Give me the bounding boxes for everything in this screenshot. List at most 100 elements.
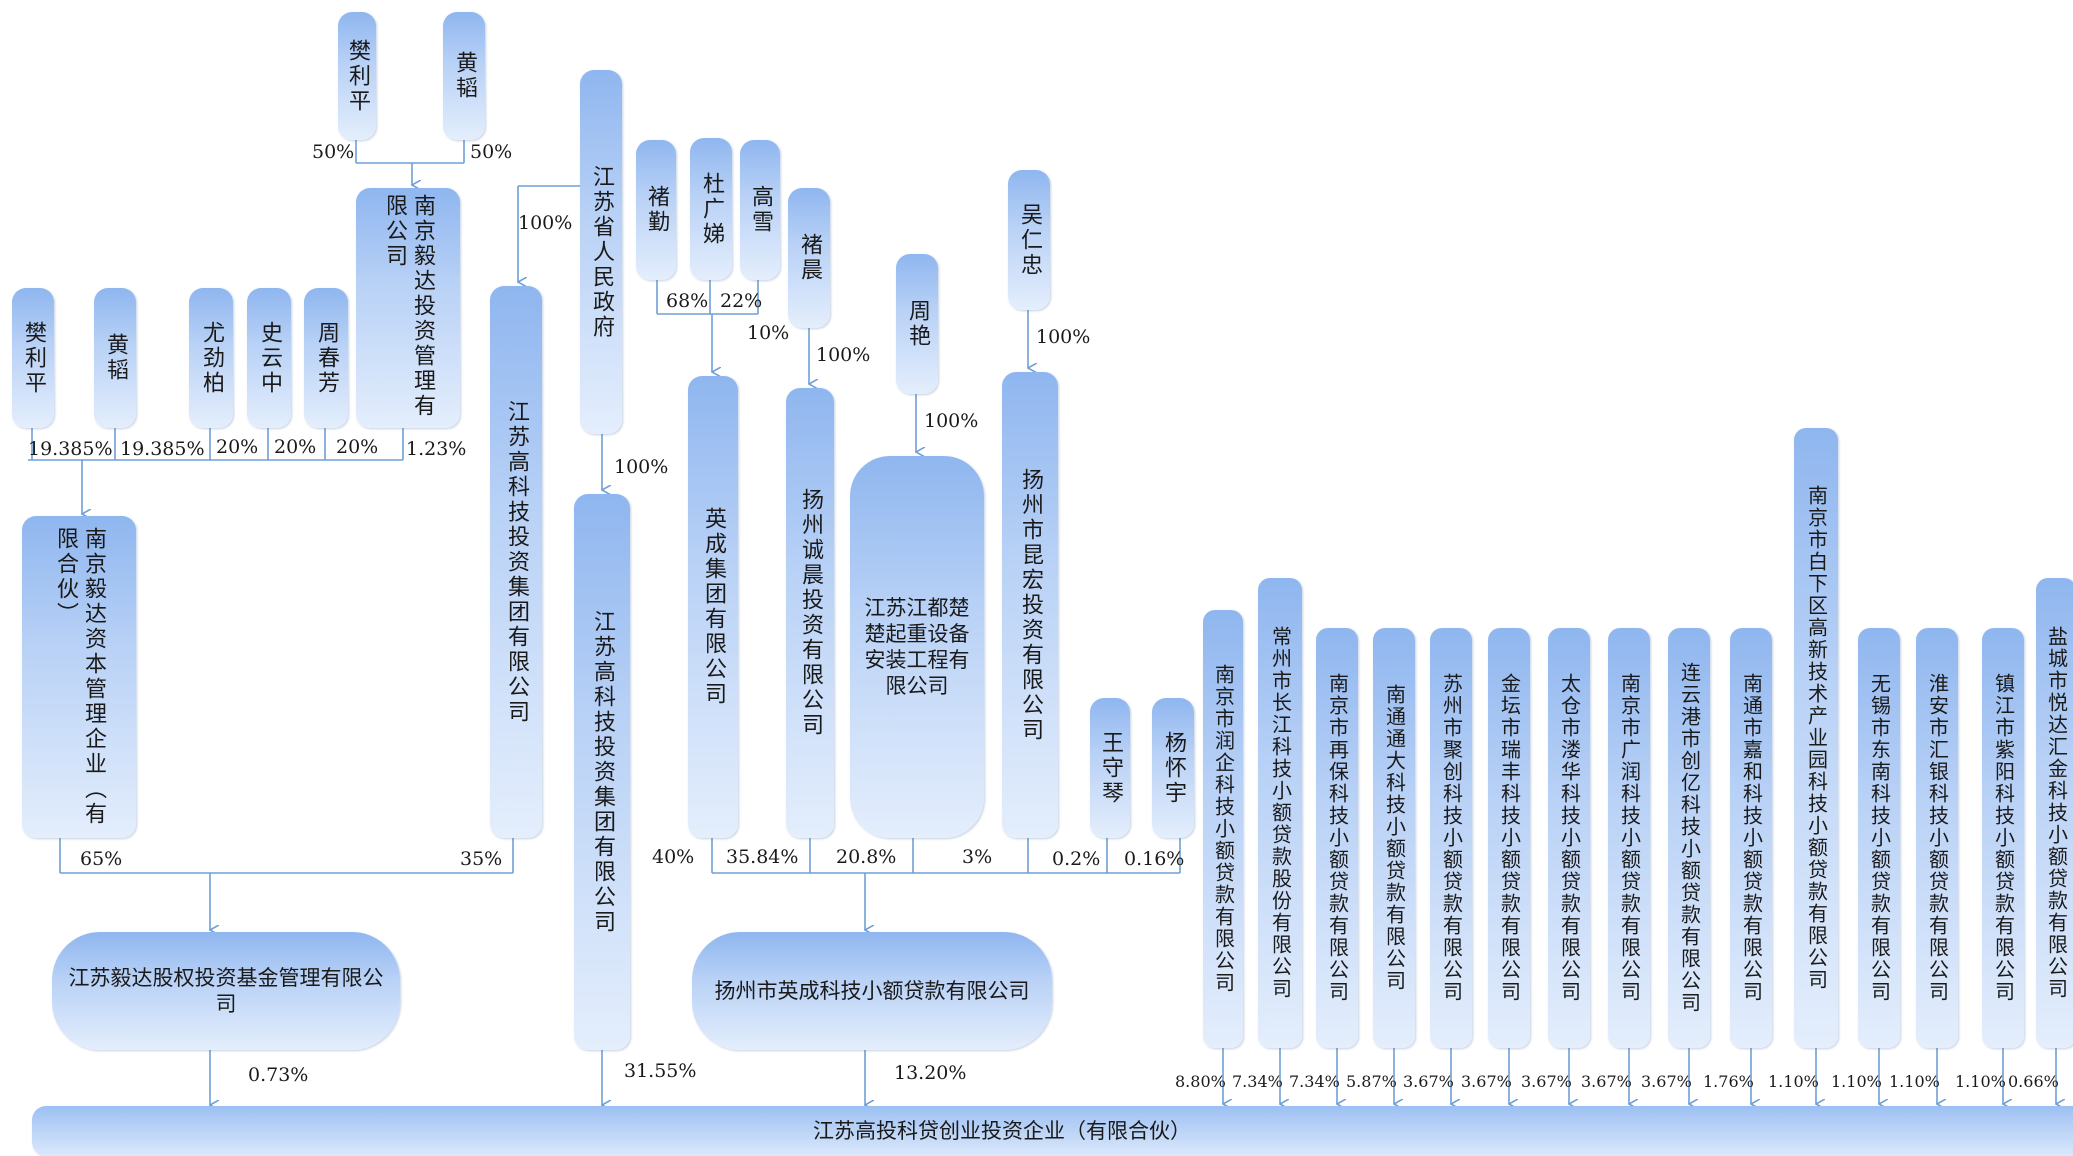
pct-label: 7.34%	[1232, 1072, 1283, 1091]
pct-label: 0.73%	[248, 1064, 309, 1086]
pct-label: 19.385%	[120, 438, 205, 460]
node-label: 苏州市聚创科技小额贷款有限公司	[1439, 673, 1464, 1003]
node-label: 江苏省人民政府	[589, 164, 614, 340]
shareholder-chu-qin: 褚勤	[636, 140, 676, 280]
company-yida-capital-mgmt: 南京毅达资本管理企业（有限合伙）	[22, 516, 136, 838]
lender-07: 太仓市溇华科技小额贷款有限公司	[1548, 628, 1590, 1048]
node-label: 褚勤	[644, 185, 669, 235]
node-label: 江苏高投科贷创业投资企业（有限合伙）	[813, 1119, 1191, 1143]
pct-label: 20%	[216, 436, 259, 458]
node-label: 樊利平	[21, 320, 46, 396]
pct-label: 3.67%	[1403, 1072, 1454, 1091]
lender-10: 南通市嘉和科技小额贷款有限公司	[1730, 628, 1772, 1048]
pct-label: 1.10%	[1889, 1072, 1940, 1091]
shareholder-wu-renzhong: 吴仁忠	[1008, 170, 1050, 310]
node-label: 樊利平	[345, 38, 370, 114]
lender-02: 常州市长江科技小额贷款股份有限公司	[1258, 578, 1302, 1048]
node-label: 杜广娣	[699, 171, 724, 247]
node-label: 吴仁忠	[1017, 202, 1042, 278]
node-label: 南通通大科技小额贷款有限公司	[1382, 684, 1407, 992]
node-label: 尤劲柏	[199, 320, 224, 396]
node-label: 南京市广润科技小额贷款有限公司	[1617, 673, 1642, 1003]
shareholder-wang-shouqin: 王守琴	[1090, 698, 1130, 838]
pct-label: 40%	[652, 846, 695, 868]
pct-label: 31.55%	[624, 1060, 697, 1082]
company-yangzhou-kunhong: 扬州市昆宏投资有限公司	[1002, 372, 1058, 838]
node-label: 江苏江都楚楚起重设备安装工程有限公司	[864, 596, 970, 698]
lender-09: 连云港市创亿科技小额贷款有限公司	[1668, 628, 1710, 1048]
company-yida-invest-mgmt: 南京毅达投资管理有限公司	[356, 188, 460, 428]
pct-label: 19.385%	[28, 438, 113, 460]
shareholder-gao-xue: 高雪	[740, 140, 780, 280]
pct-label: 50%	[470, 141, 513, 163]
pct-label: 100%	[614, 456, 669, 478]
pct-label: 3.67%	[1521, 1072, 1572, 1091]
pct-label: 0.16%	[1124, 848, 1185, 870]
lender-08: 南京市广润科技小额贷款有限公司	[1608, 628, 1650, 1048]
pct-label: 20%	[274, 436, 317, 458]
shareholder-fan-liping: 樊利平	[12, 288, 54, 428]
lender-15: 盐城市悦达汇金科技小额贷款有限公司	[2036, 578, 2073, 1048]
pct-label: 1.76%	[1703, 1072, 1754, 1091]
pct-label: 35%	[460, 848, 503, 870]
shareholder-chu-chen: 褚晨	[788, 188, 830, 328]
node-label: 南京毅达投资管理有限公司	[382, 194, 435, 419]
lender-06: 金坛市瑞丰科技小额贷款有限公司	[1488, 628, 1530, 1048]
lender-11: 南京市白下区高新技术产业园科技小额贷款有限公司	[1794, 428, 1838, 1048]
shareholder-zhou-chunfang: 周春芳	[304, 288, 348, 428]
node-label: 淮安市汇银科技小额贷款有限公司	[1925, 673, 1950, 1003]
pct-label: 22%	[720, 290, 763, 312]
shareholder-yang-huaiyu: 杨怀宇	[1152, 698, 1194, 838]
company-yangzhou-chengchen: 扬州诚晨投资有限公司	[786, 388, 834, 838]
pct-label: 1.10%	[1955, 1072, 2006, 1091]
pct-label: 7.34%	[1289, 1072, 1340, 1091]
pct-label: 100%	[1036, 326, 1091, 348]
node-label: 连云港市创亿科技小额贷款有限公司	[1677, 662, 1702, 1014]
pct-label: 50%	[312, 141, 355, 163]
node-label: 南京毅达资本管理企业（有限合伙）	[53, 527, 106, 827]
pct-label: 100%	[816, 344, 871, 366]
pct-label: 8.80%	[1175, 1072, 1226, 1091]
node-label: 王守琴	[1098, 730, 1123, 806]
node-label: 南京市再保科技小额贷款有限公司	[1325, 673, 1350, 1003]
node-label: 太仓市溇华科技小额贷款有限公司	[1557, 673, 1582, 1003]
node-label: 杨怀宇	[1161, 730, 1186, 806]
lender-01: 南京市润企科技小额贷款有限公司	[1203, 610, 1243, 1048]
node-label: 周艳	[905, 299, 930, 349]
pct-label: 0.66%	[2008, 1072, 2059, 1091]
pct-label: 1.10%	[1768, 1072, 1819, 1091]
shareholder-huang-tao: 黄韬	[94, 288, 136, 428]
shareholder-shi-yunzhong: 史云中	[247, 288, 291, 428]
pct-label: 100%	[924, 410, 979, 432]
company-yingcheng-group: 英成集团有限公司	[688, 376, 738, 838]
node-label: 扬州市英成科技小额贷款有限公司	[714, 979, 1030, 1003]
pct-label: 68%	[666, 290, 709, 312]
node-label: 镇江市紫阳科技小额贷款有限公司	[1991, 673, 2016, 1003]
company-yida-equity-fund: 江苏毅达股权投资基金管理有限公司	[52, 932, 400, 1050]
pct-label: 35.84%	[726, 846, 799, 868]
shareholder-du-guangti: 杜广娣	[690, 138, 732, 280]
lender-04: 南通通大科技小额贷款有限公司	[1373, 628, 1415, 1048]
company-jiangsu-hitech-group-2: 江苏高科技投资集团有限公司	[574, 494, 630, 1050]
lender-12: 无锡市东南科技小额贷款有限公司	[1858, 628, 1900, 1048]
lender-14: 镇江市紫阳科技小额贷款有限公司	[1982, 628, 2024, 1048]
node-label: 盐城市悦达汇金科技小额贷款有限公司	[2044, 626, 2069, 1000]
node-label: 江苏高科技投资集团有限公司	[504, 399, 529, 725]
pct-label: 5.87%	[1346, 1072, 1397, 1091]
pct-label: 1.10%	[1831, 1072, 1882, 1091]
shareholder-huang-tao-top: 黄韬	[443, 12, 485, 140]
node-label: 江苏高科技投资集团有限公司	[590, 609, 615, 935]
pct-label: 3.67%	[1461, 1072, 1512, 1091]
pct-label: 65%	[80, 848, 123, 870]
lender-13: 淮安市汇银科技小额贷款有限公司	[1916, 628, 1958, 1048]
node-label: 英成集团有限公司	[701, 507, 726, 707]
target-company: 江苏高投科贷创业投资企业（有限合伙）	[32, 1106, 2073, 1156]
pct-label: 13.20%	[894, 1062, 967, 1084]
node-label: 高雪	[748, 185, 773, 235]
pct-label: 20.8%	[836, 846, 897, 868]
node-label: 黄韬	[103, 333, 128, 383]
pct-label: 100%	[518, 212, 573, 234]
node-label: 褚晨	[797, 233, 822, 283]
